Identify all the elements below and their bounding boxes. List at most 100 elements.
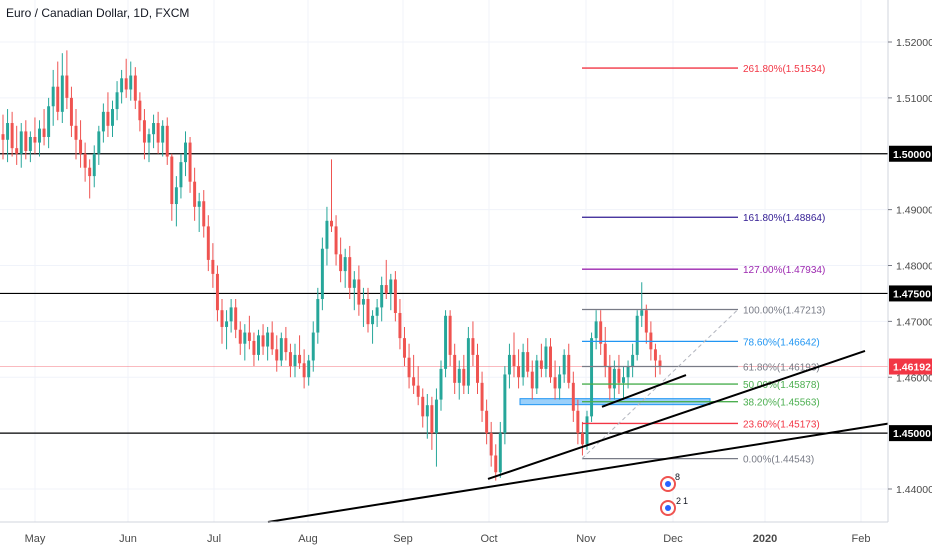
candle-body — [234, 307, 238, 330]
candle-body — [316, 299, 320, 333]
level-price-badge-label: 1.47500 — [893, 288, 931, 300]
candle-body — [184, 142, 187, 163]
candle-body — [266, 332, 270, 347]
candle-body — [480, 382, 484, 411]
candle-body — [498, 433, 502, 473]
current-price-badge-label: 1.46192 — [893, 362, 931, 374]
candle-body — [124, 78, 128, 90]
event-flag-dot — [665, 481, 671, 487]
candle-body — [28, 136, 32, 151]
level-price-badge-label: 1.50000 — [893, 149, 931, 161]
fib-level-label: 38.20%(1.45563) — [743, 398, 820, 409]
candle-body — [384, 285, 388, 294]
level-price-badge — [889, 145, 932, 162]
event-marker-icon[interactable] — [660, 476, 676, 492]
candle-body — [138, 100, 142, 121]
candle-body — [521, 352, 525, 378]
candle-body — [106, 111, 110, 126]
candle-body — [24, 131, 28, 151]
candle-body — [202, 201, 206, 227]
candle-body — [434, 399, 438, 434]
candle-body — [626, 366, 630, 378]
candle-body — [622, 377, 625, 383]
candle-body — [562, 354, 566, 375]
candle-body — [275, 349, 279, 361]
candle-body — [603, 343, 607, 367]
rising-trendline — [487, 350, 866, 480]
candle-body — [51, 86, 55, 107]
candle-body — [580, 433, 584, 445]
candle-body — [544, 346, 548, 369]
fib-level-label: 0.00%(1.44543) — [743, 455, 814, 466]
candle-body — [257, 335, 260, 355]
candle-body — [507, 354, 511, 375]
time-tick-label: Sep — [393, 533, 413, 545]
candle-body — [403, 338, 406, 358]
candle-body — [599, 321, 603, 344]
event-marker-icon[interactable] — [660, 500, 676, 516]
candle-body — [635, 315, 639, 355]
fib-level-label: 61.80%(1.46193) — [743, 362, 820, 373]
candle-body — [193, 181, 197, 207]
candle-body — [612, 368, 616, 389]
candle-body — [407, 357, 411, 378]
candle-body — [206, 226, 210, 260]
candle-body — [6, 123, 10, 140]
candle-body — [88, 167, 92, 177]
candle-body — [393, 279, 397, 313]
time-tick-label: Dec — [663, 533, 683, 545]
candle-body — [92, 153, 96, 177]
time-tick-label: Oct — [480, 533, 497, 545]
candle-body — [83, 153, 87, 168]
candle-body — [33, 136, 37, 143]
price-tick-label: 1.52000 — [896, 37, 932, 49]
candle-body — [421, 396, 425, 417]
candle-body — [503, 374, 507, 434]
candle-body — [165, 125, 169, 157]
candle-body — [152, 123, 156, 135]
candle-body — [170, 156, 174, 205]
price-tick-label: 1.47000 — [896, 316, 932, 328]
candle-body — [361, 299, 365, 305]
candle-body — [608, 366, 612, 389]
candle-body — [594, 321, 598, 339]
candle-body — [188, 142, 192, 182]
candle-body — [330, 220, 333, 227]
candle-body — [644, 310, 648, 333]
candle-body — [1, 134, 5, 140]
event-count-label: 2 — [676, 496, 681, 506]
candle-body — [585, 416, 589, 445]
trend-lines — [267, 350, 889, 523]
level-price-badge — [889, 425, 932, 442]
candle-body — [558, 374, 562, 389]
candle-body — [42, 128, 46, 137]
candle-body — [120, 78, 124, 93]
event-markers[interactable]: 8 2 1 — [660, 472, 688, 516]
candle-body — [147, 134, 151, 143]
candle-body — [412, 377, 416, 386]
candle-body — [252, 340, 256, 355]
current-price-badge — [889, 358, 932, 375]
candle-body — [371, 315, 375, 325]
candle-body — [60, 75, 64, 112]
candle-body — [425, 405, 429, 417]
candle-body — [174, 187, 178, 205]
candle-body — [453, 354, 457, 383]
candle-body — [38, 128, 41, 143]
candle-body — [220, 310, 224, 327]
candle-body — [19, 131, 23, 154]
candle-body — [69, 97, 73, 126]
candle-body — [348, 257, 352, 288]
candle-body — [238, 329, 242, 344]
candle-body — [261, 335, 265, 347]
candle-body — [197, 201, 201, 207]
candle-body — [476, 354, 479, 383]
candle-body — [439, 368, 443, 400]
candle-body — [293, 354, 297, 367]
event-flag-dot — [665, 505, 671, 511]
candle-body — [448, 315, 452, 355]
fib-level-label: 161.80%(1.48864) — [743, 213, 825, 224]
candle-body — [133, 75, 137, 101]
